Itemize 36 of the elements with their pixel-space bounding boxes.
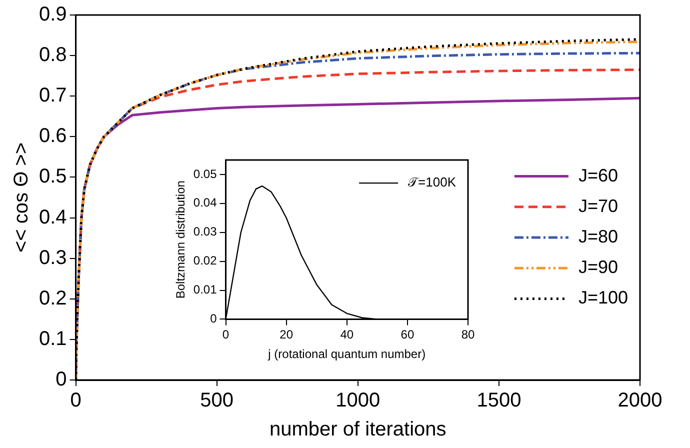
legend-label: J=100 bbox=[578, 288, 628, 308]
legend-label: J=80 bbox=[578, 226, 618, 246]
legend-label: J=60 bbox=[578, 165, 618, 186]
y-tick-label: 0 bbox=[56, 368, 67, 391]
x-tick-label: 500 bbox=[200, 390, 234, 412]
y-tick-label: 0.3 bbox=[38, 246, 67, 269]
x-tick-label: 0 bbox=[70, 390, 82, 412]
x-tick-label: 1500 bbox=[476, 390, 522, 412]
y-tick-label: 0.5 bbox=[38, 166, 67, 188]
y-tick-label: 0.2 bbox=[38, 287, 67, 310]
y-tick-label: 0.02 bbox=[193, 254, 218, 268]
y-axis-title: Boltzmann distribution bbox=[174, 180, 188, 299]
y-axis-title: << cos Θ >> bbox=[10, 142, 33, 253]
x-axis-title: j (rotational quantum number) bbox=[267, 347, 426, 362]
y-tick-label: 0.04 bbox=[193, 196, 218, 210]
x-tick-label: 2000 bbox=[618, 390, 662, 412]
y-tick-label: 0.1 bbox=[38, 328, 67, 350]
x-axis-title: number of iterations bbox=[270, 418, 446, 441]
legend-label: 𝒯=100K bbox=[408, 174, 456, 190]
y-tick-label: 0.8 bbox=[38, 44, 67, 66]
y-tick-label: 0.4 bbox=[38, 206, 67, 228]
x-tick-label: 0 bbox=[222, 328, 230, 342]
x-tick-label: 1000 bbox=[336, 390, 380, 412]
x-tick-label: 40 bbox=[340, 328, 354, 342]
y-tick-label: 0.9 bbox=[38, 4, 67, 26]
y-tick-label: 0.05 bbox=[193, 166, 218, 181]
y-tick-label: 0 bbox=[210, 312, 218, 326]
x-tick-label: 20 bbox=[280, 328, 294, 342]
y-tick-label: 0.01 bbox=[193, 282, 218, 297]
x-tick-label: 60 bbox=[400, 328, 414, 342]
legend-label: J=90 bbox=[578, 257, 618, 278]
legend-label: J=70 bbox=[578, 196, 618, 216]
x-tick-label: 80 bbox=[461, 328, 475, 342]
y-tick-label: 0.03 bbox=[193, 224, 218, 239]
y-tick-label: 0.6 bbox=[38, 125, 67, 148]
y-tick-label: 0.7 bbox=[38, 84, 67, 107]
